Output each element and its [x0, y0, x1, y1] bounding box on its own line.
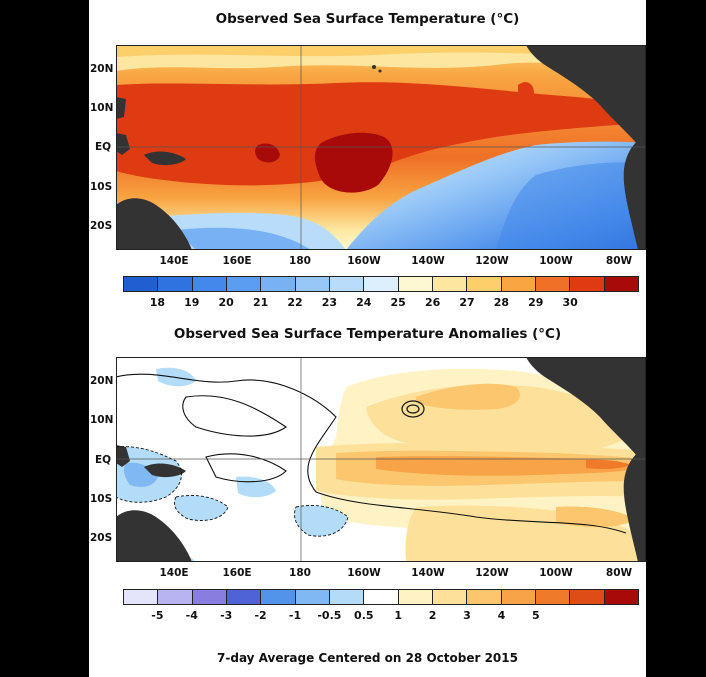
- anom-colorbar-cell: [364, 590, 399, 604]
- anom-lat-10n: 10N: [90, 414, 114, 426]
- anom-lon-160e: 160E: [222, 567, 252, 579]
- anom-colorbar-label: 0.5: [354, 609, 374, 622]
- sst-map-graphic: [116, 45, 646, 250]
- sst-colorbar-cell: [604, 277, 638, 291]
- anom-lon-180: 180: [289, 567, 311, 579]
- sst-colorbar-label: 22: [287, 296, 303, 309]
- anom-colorbar-label: 4: [497, 609, 506, 622]
- sst-colorbar-label: 21: [252, 296, 269, 309]
- sst-lat-20n: 20N: [90, 63, 114, 75]
- anom-lon-80w: 80W: [605, 567, 633, 579]
- anom-colorbar-cell: [124, 590, 159, 604]
- sst-lon-100w: 100W: [539, 255, 573, 267]
- sst-colorbar-cell: [501, 277, 536, 291]
- sst-colorbar-cell: [432, 277, 468, 291]
- sst-lon-140e: 140E: [159, 255, 189, 267]
- sst-lon-180: 180: [289, 255, 311, 267]
- anom-lat-10s: 10S: [90, 493, 113, 505]
- figure-panel: Observed Sea Surface Temperature (°C) 20…: [89, 0, 646, 677]
- sst-lat-10s: 10S: [90, 181, 113, 193]
- sst-colorbar-cell: [329, 277, 365, 291]
- anom-colorbar-cell: [535, 590, 571, 604]
- anom-colorbar-cell: [501, 590, 536, 604]
- anom-lat-eq: EQ: [95, 454, 112, 466]
- sst-colorbar-cell: [364, 277, 399, 291]
- anom-colorbar-cell: [329, 590, 365, 604]
- sst-lat-20s: 20S: [90, 220, 113, 232]
- anom-map-graphic: [116, 357, 646, 562]
- anom-lon-120w: 120W: [475, 567, 509, 579]
- sst-colorbar-label: 23: [321, 296, 338, 309]
- anom-colorbar-cell: [570, 590, 605, 604]
- sst-colorbar-label: 30: [562, 296, 578, 309]
- sst-colorbar-cell: [295, 277, 330, 291]
- anom-lon-140e: 140E: [159, 567, 189, 579]
- anom-lon-140w: 140W: [411, 567, 445, 579]
- sst-lon-80w: 80W: [605, 255, 633, 267]
- anom-colorbar-label: 2: [428, 609, 437, 622]
- anom-colorbar-cell: [467, 590, 502, 604]
- sst-colorbar-label: 29: [528, 296, 544, 309]
- anom-lat-20n: 20N: [90, 375, 114, 387]
- anom-lon-100w: 100W: [539, 567, 573, 579]
- anom-colorbar-label: -1: [288, 609, 302, 622]
- sst-colorbar-label: 28: [493, 296, 510, 309]
- anom-colorbar-cell: [432, 590, 468, 604]
- sst-colorbar-label: 27: [459, 296, 475, 309]
- sst-title: Observed Sea Surface Temperature (°C): [215, 11, 520, 27]
- sst-colorbar-label: 20: [218, 296, 234, 309]
- anom-lat-20s: 20S: [90, 532, 113, 544]
- anom-colorbar-label: 5: [531, 609, 540, 622]
- sst-colorbar-cell: [535, 277, 571, 291]
- sst-colorbar-cell: [261, 277, 296, 291]
- sst-colorbar-cell: [158, 277, 193, 291]
- sst-lon-140w: 140W: [411, 255, 445, 267]
- footer-caption: 7-day Average Centered on 28 October 201…: [217, 651, 518, 665]
- anom-colorbar-label: 1: [394, 609, 403, 622]
- sst-colorbar-cell: [226, 277, 262, 291]
- anom-colorbar-label: -3: [220, 609, 233, 622]
- anom-colorbar-cell: [398, 590, 433, 604]
- anom-colorbar-cell: [192, 590, 227, 604]
- anom-colorbar-label: 3: [463, 609, 471, 622]
- sst-colorbar: [123, 276, 639, 292]
- sst-lat-eq: EQ: [95, 141, 112, 153]
- sst-lon-160w: 160W: [347, 255, 381, 267]
- sst-colorbar-cell: [192, 277, 227, 291]
- anom-lon-160w: 160W: [347, 567, 381, 579]
- sst-colorbar-label: 26: [424, 296, 441, 309]
- anom-colorbar-cell: [158, 590, 193, 604]
- anom-colorbar-label: -0.5: [317, 609, 342, 622]
- anom-colorbar-cell: [261, 590, 296, 604]
- anom-colorbar-cell: [226, 590, 262, 604]
- anom-colorbar-cell: [604, 590, 638, 604]
- anom-colorbar-cell: [295, 590, 330, 604]
- sst-lon-120w: 120W: [475, 255, 509, 267]
- sst-lon-160e: 160E: [222, 255, 252, 267]
- sst-colorbar-label: 18: [149, 296, 166, 309]
- sst-map: [116, 45, 646, 250]
- sst-colorbar-label: 19: [184, 296, 200, 309]
- anom-colorbar-label: -2: [254, 609, 267, 622]
- sst-colorbar-cell: [467, 277, 502, 291]
- sst-colorbar-label: 24: [356, 296, 372, 309]
- anom-map: [116, 357, 646, 562]
- sst-colorbar-cell: [398, 277, 433, 291]
- sst-lat-10n: 10N: [90, 102, 114, 114]
- sst-colorbar-cell: [124, 277, 159, 291]
- anom-colorbar-label: -5: [151, 609, 164, 622]
- anom-title: Observed Sea Surface Temperature Anomali…: [173, 326, 562, 342]
- anom-colorbar-label: -4: [185, 609, 198, 622]
- sst-colorbar-label: 25: [390, 296, 406, 309]
- sst-colorbar-cell: [570, 277, 605, 291]
- anom-colorbar: [123, 589, 639, 605]
